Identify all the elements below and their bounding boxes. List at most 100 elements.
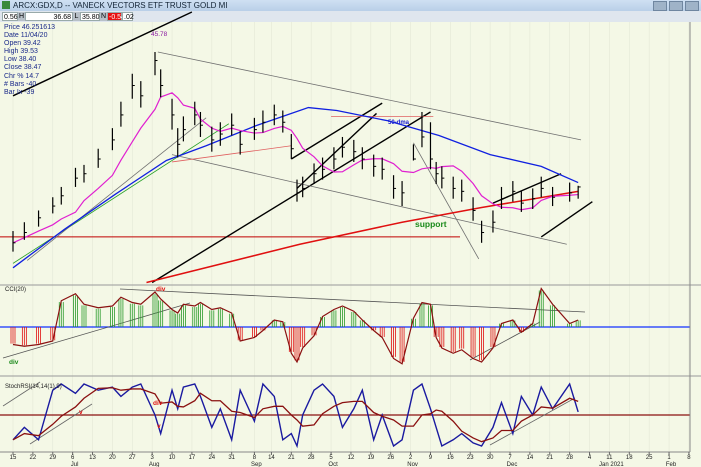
percent-field[interactable]: .02 (122, 12, 134, 21)
cci-div-label: div (156, 286, 166, 293)
quote-toolbar: 0.56 H 36.68 L 35.80 N -0.54 .02 (0, 11, 701, 22)
trendline (157, 51, 582, 141)
date-tick-label: 28 (308, 455, 315, 461)
date-tick-label: 18 (626, 455, 633, 461)
info-low: Low 38.40 (4, 56, 37, 64)
date-tick-label: 3 (150, 455, 154, 461)
stochrsi-d-line (12, 387, 579, 443)
cci-title: CCI(20) (5, 287, 26, 293)
window-title: ARCX:GDX,D -- VANECK VECTORS ETF TRUST G… (13, 1, 228, 10)
date-tick-label: 2 (409, 455, 413, 461)
info-date: Date 11/04/20 (4, 32, 48, 40)
date-tick-label: 27 (129, 455, 136, 461)
high-label: H (18, 12, 25, 21)
ma50-label: 50-dma (388, 120, 410, 126)
stoch-v-label: v (79, 409, 83, 416)
date-tick-label: 20 (109, 455, 116, 461)
stochrsi-trendline (2, 381, 41, 407)
cci-trendline (119, 288, 586, 313)
month-label: Oct (328, 462, 338, 467)
window-controls (653, 1, 699, 11)
date-tick-label: 16 (447, 455, 454, 461)
date-tick-label: 4 (588, 455, 592, 461)
month-label: Sep (251, 462, 262, 467)
date-tick-label: 7 (508, 455, 512, 461)
month-label: Aug (149, 462, 160, 467)
high-field[interactable]: 36.68 (25, 12, 73, 21)
trendline (26, 117, 207, 261)
ma20-line (12, 92, 579, 244)
data-window: Price 46.251613 Date 11/04/20 Open 39.42… (4, 24, 55, 97)
date-tick-label: 15 (10, 455, 17, 461)
date-tick-label: 8 (253, 455, 257, 461)
stochrsi-panel (0, 381, 690, 449)
low-label: L (73, 12, 80, 21)
stoch-v-label: v (157, 423, 161, 430)
date-tick-label: 30 (487, 455, 494, 461)
stochrsi-trendline (489, 397, 576, 446)
info-bars: # Bars -40 (4, 80, 37, 88)
stoch-div-label: div (153, 400, 163, 407)
trendline (413, 142, 480, 260)
date-tick-label: 26 (387, 455, 394, 461)
date-axis-labels: 15 22 29 6 13 20 27 3 10 17 24 31 8 14 21 28 5 12 19 26 2 9 16… (10, 452, 691, 467)
date-tick-label: 5 (329, 455, 333, 461)
month-label: Dec (507, 462, 518, 467)
month-label: Feb (666, 462, 677, 467)
cci-panel (0, 287, 690, 365)
date-tick-label: 25 (646, 455, 653, 461)
ma200-line (146, 190, 579, 284)
trendline (151, 111, 431, 284)
date-tick-label: 21 (288, 455, 295, 461)
ma50-line (12, 106, 579, 269)
date-tick-label: 21 (546, 455, 553, 461)
stochrsi-trendline (29, 403, 93, 445)
date-tick-label: 22 (30, 455, 37, 461)
support-label: support (415, 219, 447, 229)
info-high: High 39.53 (4, 48, 38, 56)
date-tick-label: 10 (169, 455, 176, 461)
date-tick-label: 6 (71, 455, 75, 461)
window-title-bar: ARCX:GDX,D -- VANECK VECTORS ETF TRUST G… (0, 0, 701, 11)
peak-label: 45.78 (151, 31, 168, 38)
month-label: Nov (407, 462, 418, 467)
cci-div-green-label: div (9, 359, 19, 366)
date-tick-label: 12 (348, 455, 355, 461)
date-tick-label: 1 (667, 455, 671, 461)
date-tick-label: 14 (268, 455, 275, 461)
date-tick-label: 9 (429, 455, 433, 461)
info-close: Close 38.47 (4, 64, 42, 72)
low-field[interactable]: 35.80 (80, 12, 100, 21)
date-tick-label: 31 (228, 455, 235, 461)
net-label: N (100, 12, 107, 21)
date-axis (0, 452, 701, 467)
info-price: Price 46.251613 (4, 24, 55, 31)
stochrsi-k-line (12, 382, 579, 449)
month-label: Jan 2021 (599, 462, 624, 467)
date-tick-label: 14 (527, 455, 534, 461)
date-tick-label: 8 (687, 455, 691, 461)
date-tick-label: 11 (606, 455, 613, 461)
info-change: Chr % 14.7 (4, 72, 40, 80)
date-tick-label: 23 (467, 455, 474, 461)
cci-line (12, 287, 579, 365)
trendline (492, 173, 562, 204)
date-tick-label: 17 (189, 455, 196, 461)
info-bar-index: Bar Ix -39 (4, 88, 35, 96)
price-panel (0, 11, 593, 284)
trendline (290, 102, 383, 160)
date-tick-label: 13 (89, 455, 96, 461)
date-tick-label: 19 (367, 455, 374, 461)
trendline (171, 145, 292, 163)
net-change-field[interactable]: -0.54 (107, 12, 125, 21)
trendline (171, 154, 567, 245)
date-tick-label: 28 (566, 455, 573, 461)
date-tick-label: 29 (49, 455, 56, 461)
minimize-button[interactable] (653, 1, 667, 11)
maximize-button[interactable] (669, 1, 683, 11)
month-label: Jul (71, 462, 79, 467)
open-field[interactable]: 0.56 (2, 12, 18, 21)
close-button[interactable] (685, 1, 699, 11)
app-icon (2, 1, 10, 9)
